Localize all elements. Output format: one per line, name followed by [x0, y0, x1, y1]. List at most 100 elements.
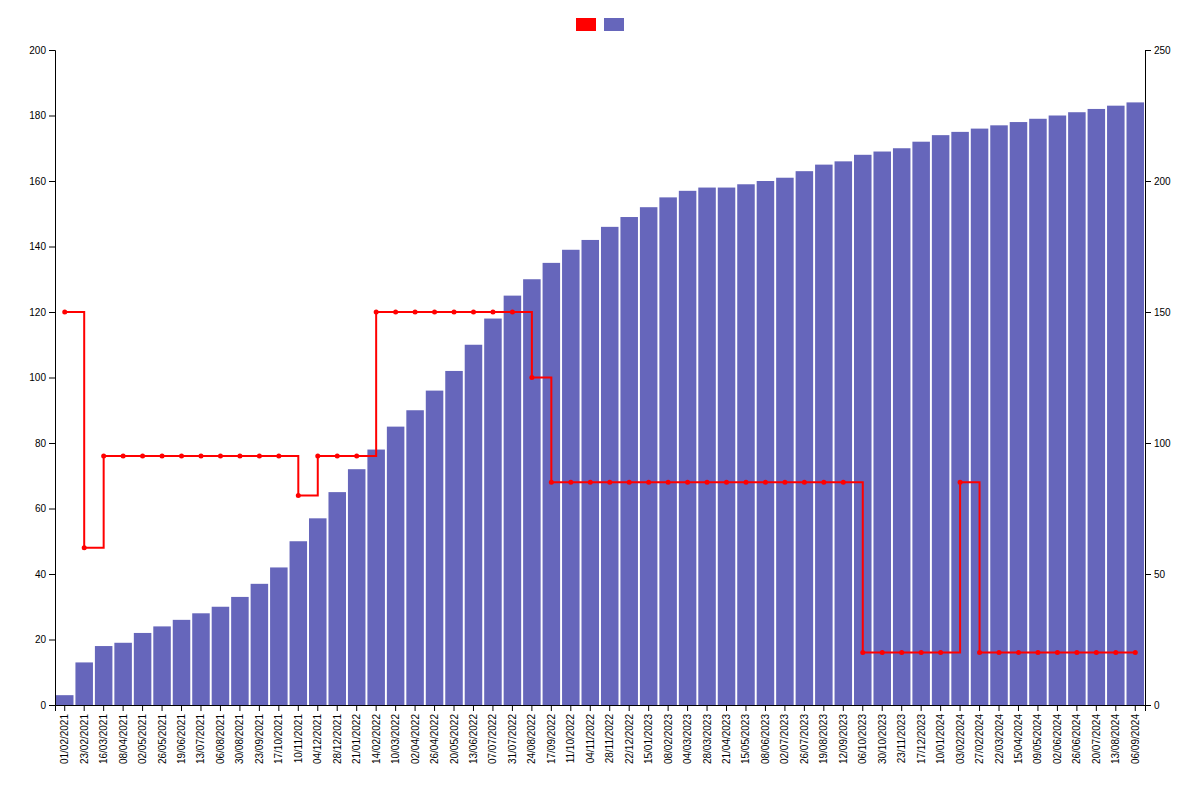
- tick-mark: [629, 705, 630, 711]
- marker: [938, 650, 943, 655]
- tick-mark: [181, 705, 182, 711]
- x-axis: 01/02/2021 23/02/2021 16/03/2021 08/04/2021…: [56, 705, 1146, 764]
- marker: [1074, 650, 1079, 655]
- bar: [990, 125, 1008, 705]
- tick: 13/08/2024: [1110, 705, 1121, 764]
- tick-mark: [960, 705, 961, 711]
- tick-label: 04/12/2021: [312, 714, 323, 764]
- tick-mark: [239, 705, 240, 711]
- tick: 15/04/2024: [1013, 705, 1024, 764]
- tick-mark: [1145, 312, 1151, 313]
- tick-mark: [668, 705, 669, 711]
- tick-label: 16/03/2021: [98, 714, 109, 764]
- tick-mark: [49, 378, 55, 379]
- tick-mark: [1135, 705, 1136, 711]
- marker: [997, 650, 1002, 655]
- bar: [290, 541, 308, 705]
- tick-label: 20/07/2024: [1091, 714, 1102, 764]
- tick-mark: [454, 705, 455, 711]
- tick-mark: [823, 705, 824, 711]
- tick-label: 08/02/2023: [663, 714, 674, 764]
- bar: [737, 184, 755, 705]
- tick-mark: [882, 705, 883, 711]
- bar: [1068, 112, 1086, 705]
- tick-mark: [1018, 705, 1019, 711]
- tick-label: 50: [1154, 569, 1166, 580]
- marker: [354, 454, 359, 459]
- tick: 22/03/2024: [994, 705, 1005, 764]
- tick-label: 15/04/2024: [1013, 714, 1024, 764]
- tick: 10/11/2021: [293, 705, 304, 763]
- bar: [1010, 122, 1028, 705]
- tick: 60: [35, 503, 55, 514]
- tick: 08/06/2023: [760, 705, 771, 764]
- bar: [212, 607, 230, 705]
- tick: 30/10/2023: [877, 705, 888, 764]
- tick: 08/04/2021: [118, 705, 129, 764]
- tick-label: 04/11/2022: [585, 714, 596, 764]
- tick: 01/02/2021: [59, 705, 70, 764]
- tick: 02/07/2023: [779, 705, 790, 764]
- bar: [348, 469, 366, 705]
- bar: [328, 492, 346, 705]
- marker: [646, 480, 651, 485]
- tick-label: 24/08/2022: [526, 714, 537, 764]
- bar: [659, 197, 677, 705]
- tick-label: 80: [35, 438, 47, 449]
- tick: 19/08/2023: [818, 705, 829, 764]
- tick-label: 07/07/2022: [487, 714, 498, 764]
- bar: [231, 597, 249, 705]
- tick: 22/12/2022: [624, 705, 635, 764]
- tick: 03/02/2024: [955, 705, 966, 764]
- tick: 15/05/2023: [740, 705, 751, 764]
- tick-mark: [1037, 705, 1038, 711]
- tick-label: 22/12/2022: [624, 714, 635, 764]
- tick-mark: [843, 705, 844, 711]
- tick-label: 23/02/2021: [79, 714, 90, 764]
- axis-line: [49, 51, 56, 706]
- marker: [101, 454, 106, 459]
- tick-label: 13/06/2022: [468, 714, 479, 764]
- tick-label: 160: [29, 176, 46, 187]
- tick: 17/12/2023: [916, 705, 927, 764]
- tick: 20: [35, 634, 55, 645]
- tick-mark: [707, 705, 708, 711]
- marker: [1133, 650, 1138, 655]
- bar: [192, 613, 210, 705]
- bar-series: [56, 102, 1144, 705]
- marker: [257, 454, 262, 459]
- bar: [56, 695, 74, 705]
- marker: [510, 310, 515, 315]
- tick: 17/09/2022: [546, 705, 557, 764]
- marker: [1016, 650, 1021, 655]
- tick-label: 10/01/2024: [935, 714, 946, 764]
- bar: [134, 633, 152, 705]
- tick: 12/09/2023: [838, 705, 849, 764]
- bar: [620, 217, 638, 705]
- tick: 250: [1145, 45, 1171, 56]
- tick: 200: [29, 45, 55, 56]
- tick-mark: [1057, 705, 1058, 711]
- tick-mark: [49, 181, 55, 182]
- marker: [198, 454, 203, 459]
- tick-label: 22/03/2024: [994, 714, 1005, 764]
- marker: [374, 310, 379, 315]
- tick-label: 03/02/2024: [955, 714, 966, 764]
- tick: 04/11/2022: [585, 705, 596, 763]
- tick-mark: [84, 705, 85, 711]
- marker: [393, 310, 398, 315]
- bar: [835, 161, 853, 705]
- bar: [718, 188, 736, 705]
- bar: [582, 240, 600, 705]
- tick: 26/06/2024: [1071, 705, 1082, 764]
- tick: 100: [1145, 438, 1171, 449]
- tick: 0: [40, 700, 55, 711]
- tick-label: 180: [29, 110, 46, 121]
- tick-label: 06/09/2024: [1130, 714, 1141, 764]
- tick: 21/04/2023: [721, 705, 732, 764]
- tick: 0: [1145, 700, 1160, 711]
- tick: 26/07/2023: [799, 705, 810, 764]
- tick: 06/08/2021: [215, 705, 226, 764]
- marker: [919, 650, 924, 655]
- tick-label: 250: [1154, 45, 1171, 56]
